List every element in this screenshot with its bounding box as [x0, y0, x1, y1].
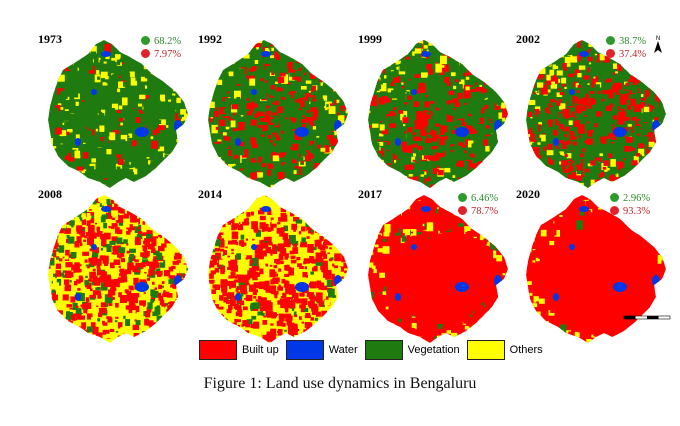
land-cover-mosaic [368, 40, 508, 188]
legend-swatch [199, 340, 237, 360]
builtup-percent-value: 7.97% [154, 49, 182, 60]
map-panel-1999: 1999 [358, 32, 518, 197]
land-cover-mosaic [526, 195, 666, 343]
builtup-percent: 37.4% [606, 49, 646, 60]
legend-label: Water [328, 344, 358, 356]
north-arrow-label: N [656, 36, 660, 42]
legend-item-vegetation: Vegetation [364, 340, 460, 360]
builtup-percent: 7.97% [141, 49, 181, 60]
builtup-percent: 93.3% [610, 206, 650, 217]
land-use-map-2008 [48, 195, 188, 343]
legend-swatch [364, 340, 403, 360]
vegetation-percent: 68.2% [141, 36, 181, 47]
builtup-percent-value: 37.4% [619, 49, 647, 60]
land-cover-mosaic [208, 195, 348, 343]
vegetation-percent: 2.96% [610, 193, 650, 204]
legend-item-built-up: Built up [199, 340, 279, 360]
legend-label: Others [509, 344, 543, 356]
legend-swatch [466, 340, 505, 360]
year-label: 1999 [358, 32, 382, 46]
land-use-map-2017 [368, 195, 508, 343]
vegetation-percent-value: 6.46% [471, 193, 499, 204]
year-label: 1992 [198, 32, 222, 46]
year-label: 2017 [358, 187, 382, 201]
land-cover-mosaic [526, 40, 666, 188]
year-label: 1973 [38, 32, 62, 46]
year-label: 2014 [198, 187, 222, 201]
year-label: 2008 [38, 187, 62, 201]
land-use-map-1992 [208, 40, 348, 188]
scale-bar [623, 315, 671, 320]
builtup-percent-value: 78.7% [471, 206, 499, 217]
builtup-percent-value: 93.3% [623, 206, 651, 217]
builtup-percent: 78.7% [458, 206, 498, 217]
map-panel-2008: 2008 [38, 187, 198, 352]
vegetation-percent-value: 2.96% [623, 193, 651, 204]
land-use-map-2002 [526, 40, 666, 188]
legend-label: Vegetation [407, 344, 460, 356]
north-arrow-icon: N [654, 36, 662, 53]
map-panel-1992: 1992 [198, 32, 358, 197]
map-panel-2014: 2014 [198, 187, 358, 352]
land-use-map-2014 [208, 195, 348, 343]
land-use-map-2020 [526, 195, 666, 343]
vegetation-percent: 6.46% [458, 193, 498, 204]
vegetation-percent: 38.7% [606, 36, 646, 47]
year-label: 2020 [516, 187, 540, 201]
vegetation-percent-value: 38.7% [619, 36, 647, 47]
legend-label: Built up [242, 344, 279, 356]
land-use-map-1973 [48, 40, 188, 188]
legend-item-water: Water [285, 340, 358, 360]
land-use-map-1999 [368, 40, 508, 188]
map-panel-2002: 2002 38.7% 37.4% N [516, 32, 676, 197]
map-panel-2017: 2017 6.46% 78.7% [358, 187, 518, 352]
vegetation-percent-value: 68.2% [154, 36, 182, 47]
map-panel-1973: 1973 68.2% 7.97% [38, 32, 198, 197]
legend: Built up Water Vegetation Others [199, 340, 550, 360]
legend-swatch [285, 340, 324, 360]
map-panel-2020: 2020 2.96% 93.3% [516, 187, 676, 352]
land-cover-mosaic [48, 195, 188, 343]
land-cover-mosaic [368, 195, 508, 343]
land-cover-mosaic [48, 40, 188, 188]
land-cover-mosaic [208, 40, 348, 188]
figure-caption: Figure 1: Land use dynamics in Bengaluru [203, 375, 477, 392]
year-label: 2002 [516, 32, 540, 46]
legend-item-others: Others [466, 340, 543, 360]
